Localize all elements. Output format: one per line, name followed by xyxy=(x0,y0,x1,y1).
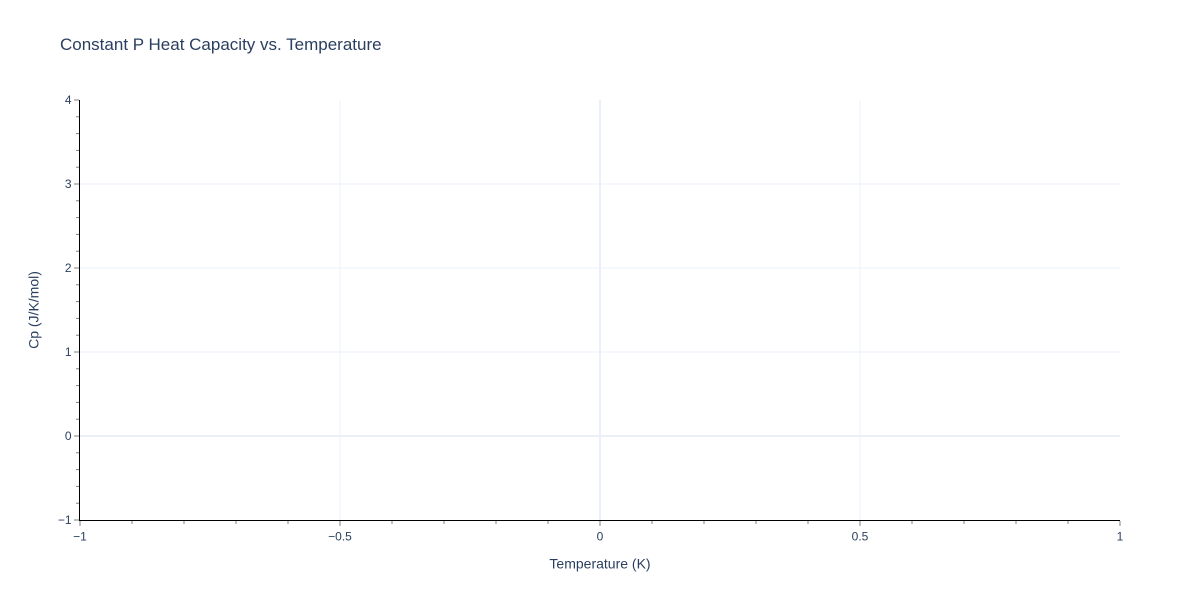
svg-text:4: 4 xyxy=(65,93,72,107)
svg-text:−1: −1 xyxy=(73,529,87,543)
svg-text:Cp (J/K/mol): Cp (J/K/mol) xyxy=(25,271,41,349)
svg-text:0: 0 xyxy=(65,429,72,443)
svg-text:Constant P Heat Capacity vs. T: Constant P Heat Capacity vs. Temperature xyxy=(60,35,382,54)
svg-text:0: 0 xyxy=(597,529,604,543)
svg-text:−0.5: −0.5 xyxy=(328,529,352,543)
svg-text:1: 1 xyxy=(65,345,72,359)
svg-text:−1: −1 xyxy=(58,513,72,527)
svg-text:Temperature (K): Temperature (K) xyxy=(549,556,650,572)
svg-text:0.5: 0.5 xyxy=(852,529,869,543)
svg-text:3: 3 xyxy=(65,177,72,191)
svg-text:2: 2 xyxy=(65,261,72,275)
svg-text:1: 1 xyxy=(1117,529,1124,543)
